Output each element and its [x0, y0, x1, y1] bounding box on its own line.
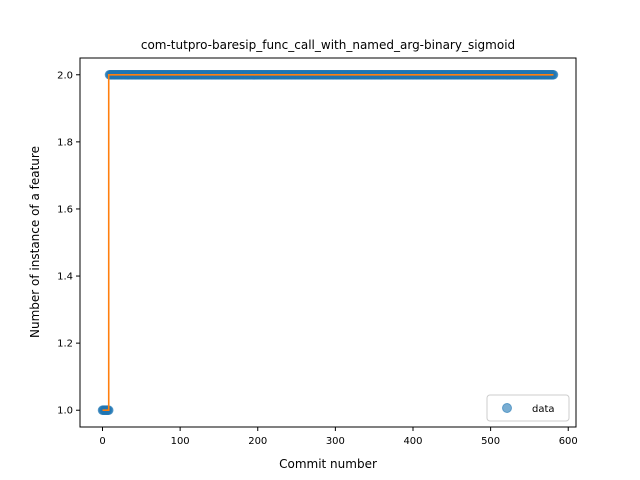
- legend: data: [486, 394, 570, 422]
- y-tick-label: 1.0: [57, 406, 73, 417]
- x-tick-label: 400: [403, 436, 422, 447]
- plot-area: [97, 69, 559, 416]
- x-tick-label: 0: [99, 436, 105, 447]
- chart-title: com-tutpro-baresip_func_call_with_named_…: [141, 38, 515, 52]
- y-tick-label: 1.8: [57, 137, 73, 148]
- y-tick-label: 1.2: [57, 339, 73, 350]
- y-axis-ticks: 1.0 1.2 1.4 1.6 1.8 2.0: [57, 70, 80, 417]
- y-tick-label: 2.0: [57, 70, 73, 81]
- y-tick-label: 1.4: [57, 272, 73, 283]
- x-tick-label: 200: [248, 436, 267, 447]
- x-tick-label: 300: [326, 436, 345, 447]
- y-axis-label: Number of instance of a feature: [28, 146, 42, 338]
- legend-marker-data: [502, 403, 512, 413]
- x-tick-label: 500: [481, 436, 500, 447]
- x-tick-label: 600: [559, 436, 578, 447]
- y-tick-label: 1.6: [57, 204, 73, 215]
- step-line: [102, 73, 554, 412]
- legend-label-data: data: [532, 404, 555, 415]
- axes-frame: [79, 57, 577, 428]
- x-tick-label: 100: [171, 436, 190, 447]
- x-axis-label: Commit number: [279, 457, 377, 471]
- legend-box: [486, 394, 570, 422]
- x-axis-ticks: 0 100 200 300 400 500 600: [99, 427, 578, 447]
